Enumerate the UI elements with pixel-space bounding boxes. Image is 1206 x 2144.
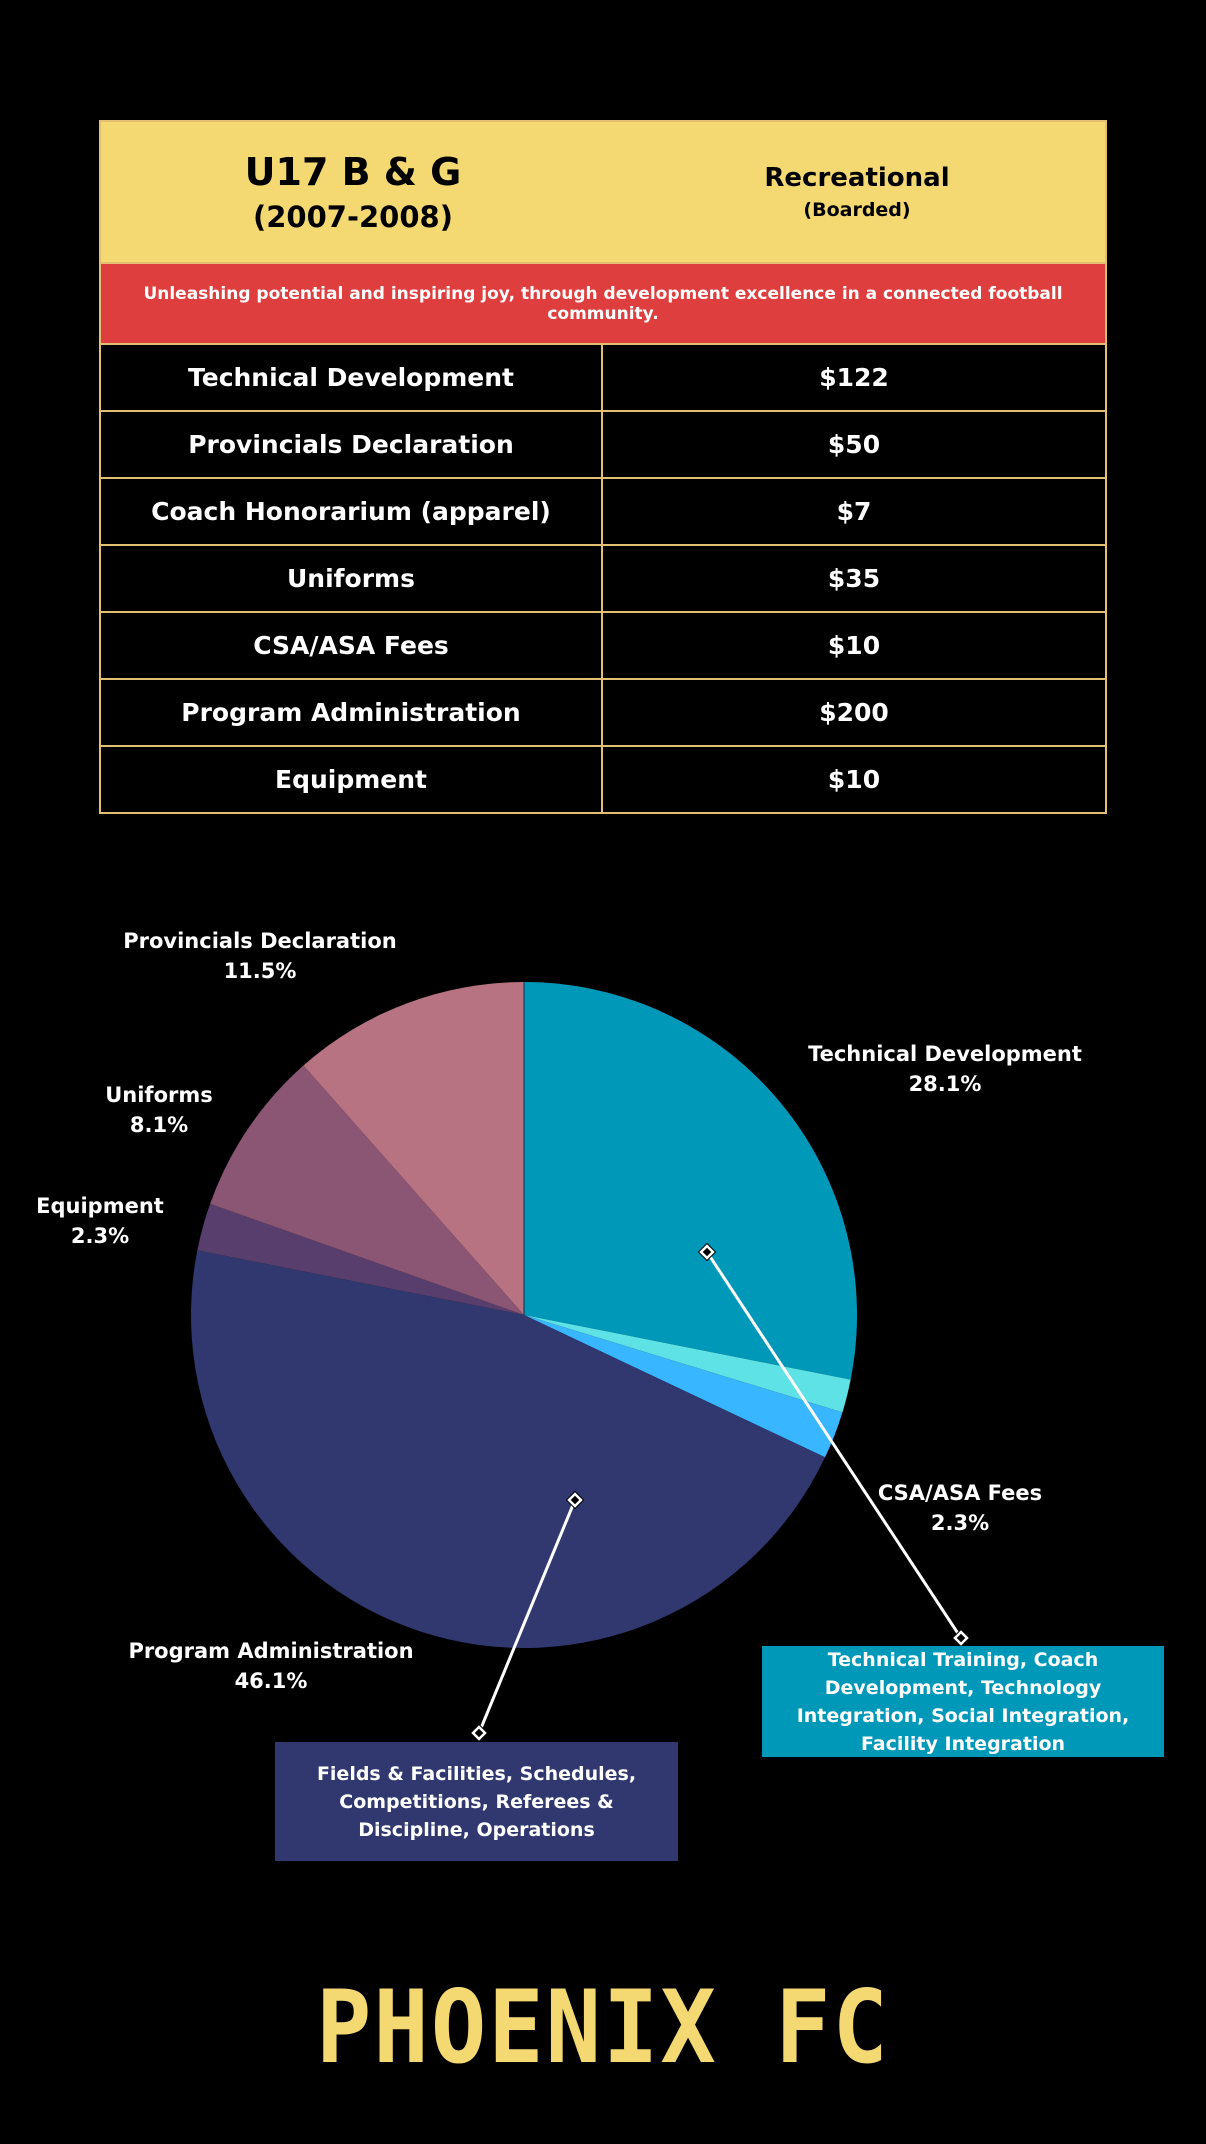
program-administration-callout: Fields & Facilities, Schedules, Competit… — [275, 1742, 678, 1861]
fee-amount: $122 — [819, 363, 889, 392]
slice-label-program-administration: Program Administration — [128, 1639, 413, 1663]
fee-label: Technical Development — [101, 345, 603, 410]
slice-percent-uniforms: 8.1% — [130, 1113, 188, 1137]
program-administration-marker-center — [474, 1728, 484, 1738]
fee-label: Uniforms — [101, 546, 603, 611]
fee-label: CSA/ASA Fees — [101, 613, 603, 678]
program-administration-leader-line — [477, 1499, 577, 1734]
card-header: U17 B & G (2007-2008) Recreational (Boar… — [101, 122, 1105, 262]
fee-row: Program Administration $200 — [101, 680, 1105, 747]
pie-slice-coach-honorarium-apparel — [524, 1315, 851, 1413]
slice-percent-program-administration: 46.1% — [235, 1669, 308, 1693]
program-note: (Boarded) — [803, 199, 911, 221]
slice-label-uniforms: Uniforms — [105, 1083, 213, 1107]
pie-slice-program-administration — [190, 1250, 826, 1649]
technical-development-marker-center — [956, 1633, 966, 1643]
technical-development-leader-line — [705, 1251, 963, 1639]
program-level: Recreational — [764, 163, 950, 193]
fee-breakdown-pie-chart: Technical Development 28.1% CSA/ASA Fees 2.… — [36, 929, 1082, 1743]
fee-row: Provincials Declaration $50 — [101, 412, 1105, 479]
slice-label-provincials-declaration: Provincials Declaration — [123, 929, 396, 953]
fee-row: Technical Development $122 — [101, 345, 1105, 412]
fee-amount: $7 — [836, 497, 872, 526]
pie-slice-technical-development — [524, 982, 857, 1380]
slice-percent-technical-development: 28.1% — [909, 1072, 982, 1096]
slice-percent-csa-asa-fees: 2.3% — [931, 1511, 989, 1535]
birth-years: (2007-2008) — [253, 200, 453, 234]
pie-slice-provincials-declaration — [303, 982, 524, 1315]
fee-row: CSA/ASA Fees $10 — [101, 613, 1105, 680]
fee-amount: $35 — [827, 564, 881, 593]
age-group-title: U17 B & G — [244, 150, 462, 194]
fee-label: Coach Honorarium (apparel) — [101, 479, 603, 544]
fee-amount: $200 — [819, 698, 889, 727]
technical-development-callout: Technical Training, Coach Development, T… — [762, 1646, 1164, 1757]
fee-label: Program Administration — [101, 680, 603, 745]
fee-amount: $10 — [827, 765, 881, 794]
pie-slice-equipment — [197, 1203, 524, 1315]
phoenix-fc-logo: PHOENIX FC — [316, 1968, 890, 2087]
slice-label-csa-asa-fees: CSA/ASA Fees — [878, 1481, 1042, 1505]
slice-label-technical-development: Technical Development — [808, 1042, 1082, 1066]
slice-label-equipment: Equipment — [36, 1194, 164, 1218]
mission-statement: Unleashing potential and inspiring joy, … — [101, 262, 1105, 345]
fee-table-card: U17 B & G (2007-2008) Recreational (Boar… — [99, 120, 1107, 814]
slice-percent-provincials-declaration: 11.5% — [224, 959, 297, 983]
pie-slice-uniforms — [210, 1065, 524, 1315]
program-administration-marker-center — [570, 1495, 580, 1505]
slice-percent-equipment: 2.3% — [71, 1224, 129, 1248]
fee-rows: Technical Development $122 Provincials D… — [101, 345, 1105, 812]
pie-slice-csa-asa-fees — [524, 1315, 843, 1458]
fee-label: Provincials Declaration — [101, 412, 603, 477]
fee-row: Equipment $10 — [101, 747, 1105, 812]
fee-row: Uniforms $35 — [101, 546, 1105, 613]
fee-amount: $10 — [827, 631, 881, 660]
fee-amount: $50 — [827, 430, 881, 459]
fee-label: Equipment — [101, 747, 603, 812]
fee-row: Coach Honorarium (apparel) $7 — [101, 479, 1105, 546]
